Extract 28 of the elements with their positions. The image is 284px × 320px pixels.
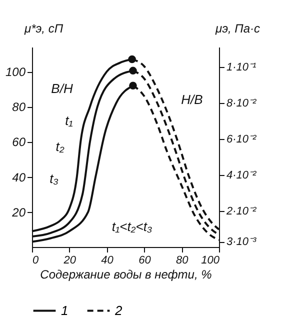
x-tick-label: 0 [32,254,40,266]
annotation: Н/В [181,92,204,107]
x-axis-title: Содержание воды в нефти, % [40,268,212,282]
y-tick-label: 60 [12,135,26,150]
annotation: t₂ [56,139,64,154]
y-tick-label: 20 [11,205,26,220]
x-tick-label: 60 [138,254,152,266]
y-axis-title: μ*э, сП [24,22,64,36]
x-tick-label: 100 [201,254,220,266]
y2-tick-label: 2·10⁻² [226,205,257,218]
y2-tick-label: 1·10⁻¹ [226,61,257,74]
annotation: t₁ [65,113,73,128]
y-tick-label: 100 [5,65,26,80]
legend-label: 1 [61,302,68,318]
y2-axis-title: μэ, Па·с [214,22,260,36]
y2-tick-label: 4·10⁻² [226,169,257,182]
x-tick-label: 20 [62,254,77,266]
annotation: t₁<t₂<t₃ [112,219,152,234]
y-tick-label: 40 [12,170,26,184]
y2-tick-label: 8·10⁻² [226,97,257,110]
y2-tick-label: 6·10⁻² [226,133,257,146]
annotation: t₃ [50,171,58,186]
legend-label: 2 [114,302,123,318]
x-tick-label: 80 [176,254,190,266]
y-tick-label: 80 [12,100,26,114]
annotation: В/Н [51,81,74,96]
x-tick-label: 40 [101,254,114,266]
y2-tick-label: 3·10⁻³ [226,236,257,248]
